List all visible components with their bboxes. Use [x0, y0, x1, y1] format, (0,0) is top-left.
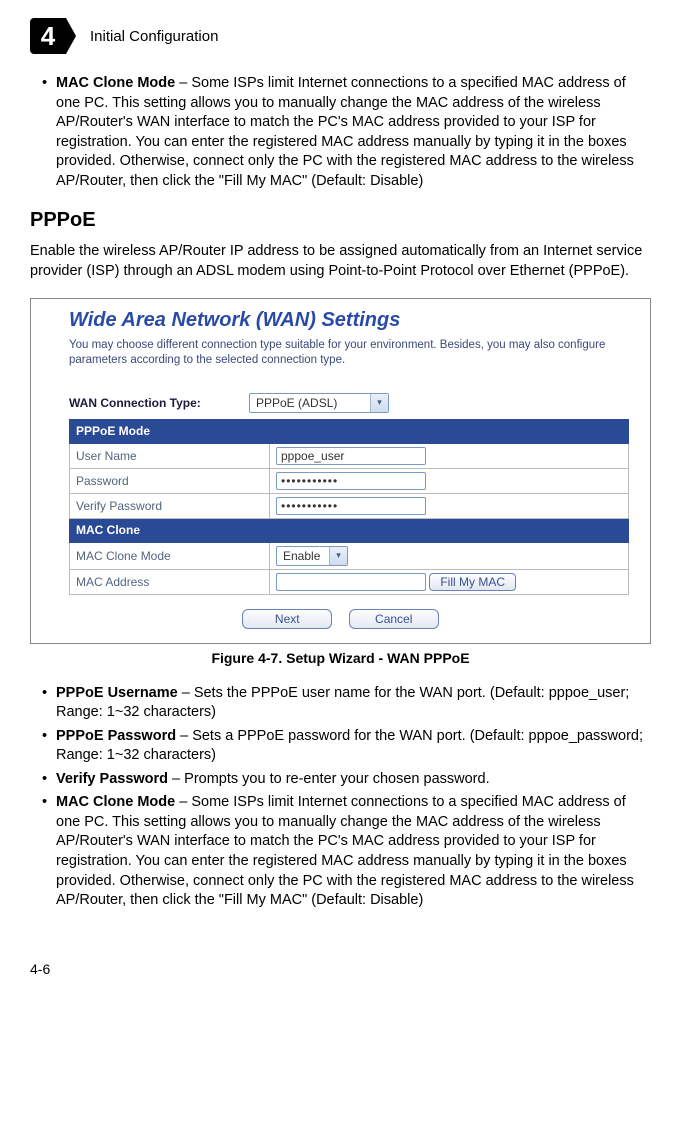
- term-mac-clone-bottom: MAC Clone Mode: [56, 794, 175, 810]
- wan-panel-desc: You may choose different connection type…: [69, 338, 642, 369]
- password-label: Password: [70, 468, 270, 493]
- wizard-button-row: Next Cancel: [39, 609, 642, 629]
- username-input[interactable]: [276, 447, 426, 465]
- desc-mac-clone: – Some ISPs limit Internet connections t…: [56, 75, 634, 189]
- next-button[interactable]: Next: [242, 609, 332, 629]
- section-mac-clone: MAC Clone: [70, 518, 629, 542]
- chapter-badge: 4: [30, 18, 66, 54]
- bullet-pppoe-password: PPPoE Password – Sets a PPPoE password f…: [42, 727, 651, 766]
- desc-verify-password: – Prompts you to re-enter your chosen pa…: [168, 771, 490, 787]
- pppoe-form-table: PPPoE Mode User Name Password Verify Pas…: [69, 419, 629, 595]
- mac-clone-mode-select[interactable]: Enable ▾: [276, 546, 348, 566]
- pppoe-heading: PPPoE: [30, 209, 651, 232]
- term-pppoe-username: PPPoE Username: [56, 685, 178, 701]
- verify-password-input[interactable]: [276, 497, 426, 515]
- fill-my-mac-button[interactable]: Fill My MAC: [429, 573, 516, 591]
- figure-wan-pppoe: Wide Area Network (WAN) Settings You may…: [30, 298, 651, 644]
- term-mac-clone: MAC Clone Mode: [56, 75, 175, 91]
- section-pppoe-mode: PPPoE Mode: [70, 419, 629, 443]
- wan-connection-type-select[interactable]: PPPoE (ADSL) ▾: [249, 393, 389, 413]
- figure-caption: Figure 4-7. Setup Wizard - WAN PPPoE: [30, 650, 651, 666]
- bullet-mac-clone-bottom: MAC Clone Mode – Some ISPs limit Interne…: [42, 793, 651, 910]
- term-verify-password: Verify Password: [56, 771, 168, 787]
- desc-mac-clone-bottom: – Some ISPs limit Internet connections t…: [56, 794, 634, 908]
- page-header: 4 Initial Configuration: [30, 0, 651, 74]
- verify-password-label: Verify Password: [70, 493, 270, 518]
- bullet-verify-password: Verify Password – Prompts you to re-ente…: [42, 770, 651, 790]
- mac-address-label: MAC Address: [70, 569, 270, 594]
- username-label: User Name: [70, 443, 270, 468]
- mac-clone-mode-value: Enable: [283, 549, 329, 563]
- mac-address-input[interactable]: [276, 573, 426, 591]
- cancel-button[interactable]: Cancel: [349, 609, 439, 629]
- page-title: Initial Configuration: [90, 28, 218, 45]
- wan-connection-type-label: WAN Connection Type:: [69, 396, 249, 410]
- chevron-down-icon: ▾: [370, 394, 388, 412]
- password-input[interactable]: [276, 472, 426, 490]
- bullet-mac-clone-top: MAC Clone Mode – Some ISPs limit Interne…: [42, 74, 651, 191]
- wan-panel-title: Wide Area Network (WAN) Settings: [69, 309, 642, 332]
- page-number: 4-6: [30, 915, 651, 997]
- wan-connection-type-value: PPPoE (ADSL): [256, 396, 370, 410]
- bullet-pppoe-username: PPPoE Username – Sets the PPPoE user nam…: [42, 684, 651, 723]
- wan-connection-type-row: WAN Connection Type: PPPoE (ADSL) ▾: [69, 393, 642, 413]
- pppoe-intro: Enable the wireless AP/Router IP address…: [30, 242, 651, 281]
- term-pppoe-password: PPPoE Password: [56, 728, 176, 744]
- chevron-down-icon: ▾: [329, 547, 347, 565]
- mac-clone-mode-label: MAC Clone Mode: [70, 542, 270, 569]
